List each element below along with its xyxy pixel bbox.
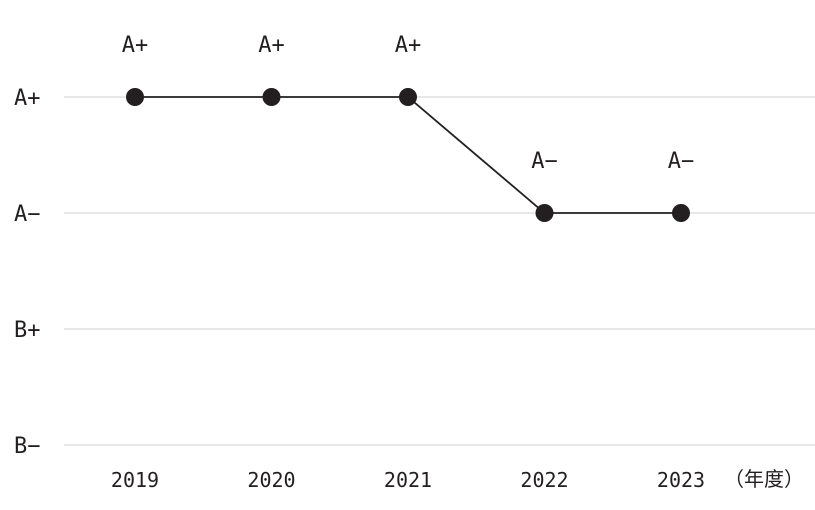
x-tick-label: 2022: [520, 468, 568, 492]
data-point: [399, 88, 417, 106]
data-label: A+: [395, 33, 422, 58]
data-label: A+: [258, 33, 285, 58]
grid-lines: [64, 96, 815, 446]
series-line: [135, 96, 681, 214]
y-tick-label: A+: [14, 86, 41, 111]
x-tick-label: 2020: [247, 468, 295, 492]
data-point: [672, 204, 690, 222]
data-label: A−: [668, 149, 695, 174]
data-points: [126, 88, 690, 222]
x-tick-label: 2019: [111, 468, 159, 492]
x-tick-label: 2023: [657, 468, 705, 492]
data-label: A+: [122, 33, 149, 58]
data-point: [126, 88, 144, 106]
data-point: [262, 88, 281, 106]
y-axis-ticks: A+ A− B+ B−: [14, 86, 41, 459]
x-axis-ticks: 2019 2020 2021 2022 2023: [111, 468, 705, 492]
y-tick-label: B+: [14, 318, 41, 343]
x-axis-unit-label: （年度）: [724, 467, 804, 491]
y-tick-label: B−: [14, 434, 41, 459]
data-point: [535, 204, 554, 222]
x-tick-label: 2021: [384, 468, 432, 492]
series-line-group: [135, 96, 681, 214]
data-label: A−: [531, 149, 558, 174]
data-labels: A+ A+ A+ A− A−: [122, 33, 695, 174]
y-tick-label: A−: [14, 202, 41, 227]
